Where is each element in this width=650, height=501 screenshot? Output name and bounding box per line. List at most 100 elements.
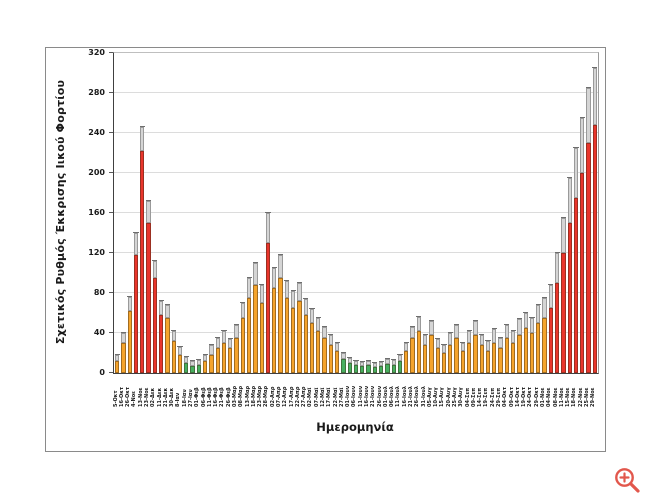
- bar: [498, 348, 503, 373]
- error-bar: [215, 338, 220, 348]
- error-bar: [322, 327, 327, 338]
- y-tick-label: 280: [88, 88, 105, 97]
- bar: [234, 338, 239, 373]
- y-axis: 0 40 80 120 160 200 240 280 320: [65, 48, 113, 377]
- error-bar: [228, 339, 233, 348]
- error-bar-cap: [479, 334, 485, 335]
- error-bar-cap: [315, 317, 321, 318]
- error-bar: [416, 317, 421, 331]
- error-bar: [529, 318, 535, 333]
- bar: [303, 315, 308, 373]
- error-bar-cap: [177, 346, 183, 347]
- bar: [567, 223, 572, 373]
- y-tick-mark: [109, 212, 113, 213]
- error-bar-cap: [284, 280, 290, 281]
- bar: [385, 364, 390, 373]
- gridline: [114, 172, 598, 173]
- error-bar-cap: [441, 344, 447, 345]
- error-bar-cap: [158, 300, 164, 301]
- error-bar-cap: [120, 332, 127, 333]
- error-bar-cap: [353, 360, 359, 361]
- bar: [278, 278, 283, 373]
- bar: [529, 333, 535, 373]
- error-bar: [561, 218, 566, 253]
- bar: [460, 351, 465, 373]
- error-bar: [140, 127, 145, 151]
- error-bar: [316, 318, 321, 331]
- error-bar: [278, 255, 283, 278]
- bar: [379, 366, 384, 373]
- y-tick-label: 40: [93, 328, 105, 337]
- bar: [209, 355, 214, 373]
- error-bar: [335, 343, 340, 351]
- error-bar-cap: [435, 338, 441, 339]
- gridline: [114, 252, 598, 253]
- error-bar: [159, 301, 164, 315]
- bar: [152, 278, 157, 373]
- error-bar-cap: [472, 320, 479, 321]
- bar: [159, 315, 164, 373]
- error-bar-cap: [372, 362, 378, 363]
- error-bar-cap: [428, 320, 435, 321]
- error-bar: [567, 178, 572, 223]
- gridline: [114, 332, 598, 333]
- bar: [353, 365, 359, 373]
- y-tick-mark: [109, 252, 113, 253]
- error-bar: [247, 278, 252, 298]
- x-axis-title: Ημερομηνία: [316, 420, 394, 434]
- bar: [523, 328, 528, 373]
- error-bar-cap: [215, 337, 221, 338]
- error-bar-cap: [378, 361, 384, 362]
- error-bar: [360, 362, 365, 366]
- y-tick-mark: [109, 372, 113, 373]
- error-bar: [592, 68, 597, 125]
- error-bar-cap: [592, 67, 598, 68]
- error-bar: [467, 331, 472, 343]
- error-bar: [485, 341, 491, 351]
- bar: [592, 125, 597, 373]
- error-bar: [121, 333, 126, 343]
- bar: [423, 345, 428, 373]
- y-tick-label: 0: [99, 368, 105, 377]
- error-bar-cap: [208, 344, 215, 345]
- gridline: [114, 212, 598, 213]
- error-bar-cap: [510, 330, 516, 331]
- bar: [309, 323, 315, 373]
- error-bar-cap: [416, 316, 422, 317]
- bar: [272, 288, 277, 373]
- error-bar-cap: [303, 298, 309, 299]
- error-bar-cap: [202, 354, 208, 355]
- bar: [391, 365, 396, 373]
- error-bar: [586, 88, 591, 143]
- error-bar-cap: [573, 147, 579, 148]
- error-bar: [580, 118, 585, 173]
- error-bar: [309, 309, 315, 323]
- error-bar: [152, 261, 157, 278]
- error-bar: [328, 335, 333, 345]
- bar: [448, 345, 453, 373]
- error-bar: [441, 345, 447, 353]
- error-bar: [291, 291, 296, 308]
- bar: [441, 353, 447, 373]
- bar: [291, 308, 296, 373]
- bar: [454, 338, 459, 373]
- error-bar-cap: [290, 290, 296, 291]
- error-bar: [184, 357, 189, 363]
- bar: [184, 363, 189, 373]
- error-bar-cap: [359, 361, 365, 362]
- error-bar-cap: [296, 282, 303, 283]
- gridline: [114, 92, 598, 93]
- bar: [479, 345, 484, 373]
- error-bar: [221, 331, 227, 343]
- error-bar-cap: [453, 324, 460, 325]
- error-bar-cap: [529, 317, 535, 318]
- zoom-in-icon[interactable]: [611, 464, 643, 496]
- bar: [328, 345, 333, 373]
- error-bar-cap: [397, 354, 403, 355]
- y-tick-mark: [109, 92, 113, 93]
- error-bar-cap: [384, 358, 391, 359]
- error-bar: [372, 363, 377, 367]
- error-bar: [435, 339, 440, 348]
- error-bar-cap: [560, 217, 567, 218]
- error-bar: [504, 325, 509, 338]
